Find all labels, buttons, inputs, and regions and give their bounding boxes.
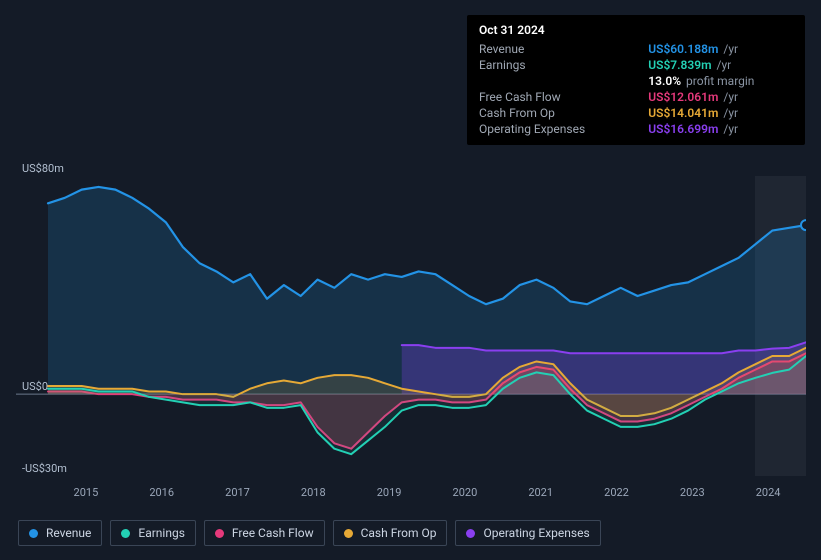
x-axis-tick: 2023 bbox=[680, 486, 705, 499]
x-axis-tick: 2020 bbox=[453, 486, 478, 499]
financial-chart: Oct 31 2024 RevenueUS$60.188m /yrEarning… bbox=[0, 0, 821, 560]
x-axis-tick: 2021 bbox=[528, 486, 553, 499]
tooltip-row-label bbox=[479, 73, 648, 89]
legend-item[interactable]: Earnings bbox=[110, 520, 196, 546]
tooltip-row-label: Revenue bbox=[479, 41, 648, 57]
tooltip-table: RevenueUS$60.188m /yrEarningsUS$7.839m /… bbox=[479, 41, 793, 137]
x-axis-tick: 2018 bbox=[301, 486, 326, 499]
hover-tooltip: Oct 31 2024 RevenueUS$60.188m /yrEarning… bbox=[467, 15, 805, 145]
x-axis-tick: 2019 bbox=[377, 486, 402, 499]
legend-item[interactable]: Revenue bbox=[18, 520, 102, 546]
chart-plot[interactable] bbox=[16, 176, 806, 476]
chart-legend: Revenue Earnings Free Cash Flow Cash From O… bbox=[18, 520, 601, 546]
tooltip-row-value: US$12.061m /yr bbox=[648, 89, 793, 105]
legend-label: Revenue bbox=[46, 526, 91, 540]
x-axis-tick: 2017 bbox=[225, 486, 250, 499]
x-axis-tick: 2016 bbox=[149, 486, 174, 499]
legend-swatch bbox=[29, 529, 38, 538]
tooltip-date: Oct 31 2024 bbox=[479, 23, 793, 37]
tooltip-row-value: 13.0% profit margin bbox=[648, 73, 793, 89]
legend-swatch bbox=[344, 529, 353, 538]
legend-label: Free Cash Flow bbox=[232, 526, 314, 540]
legend-item[interactable]: Operating Expenses bbox=[455, 520, 600, 546]
tooltip-row-label: Free Cash Flow bbox=[479, 89, 648, 105]
tooltip-row-value: US$14.041m /yr bbox=[648, 105, 793, 121]
tooltip-row-value: US$16.699m /yr bbox=[648, 121, 793, 137]
x-axis-tick: 2024 bbox=[756, 486, 781, 499]
tooltip-row-value: US$60.188m /yr bbox=[648, 41, 793, 57]
legend-swatch bbox=[121, 529, 130, 538]
x-axis-tick: 2022 bbox=[604, 486, 629, 499]
chart-svg bbox=[16, 176, 806, 476]
legend-label: Earnings bbox=[138, 526, 185, 540]
tooltip-row-label: Operating Expenses bbox=[479, 121, 648, 137]
y-axis-tick: US$80m bbox=[22, 162, 64, 175]
legend-item[interactable]: Free Cash Flow bbox=[204, 520, 325, 546]
legend-label: Operating Expenses bbox=[483, 526, 589, 540]
legend-item[interactable]: Cash From Op bbox=[333, 520, 448, 546]
x-axis-tick: 2015 bbox=[74, 486, 99, 499]
tooltip-row-value: US$7.839m /yr bbox=[648, 57, 793, 73]
tooltip-row-label: Earnings bbox=[479, 57, 648, 73]
y-axis-tick: US$0 bbox=[22, 380, 48, 393]
legend-swatch bbox=[215, 529, 224, 538]
legend-label: Cash From Op bbox=[361, 526, 437, 540]
tooltip-row-label: Cash From Op bbox=[479, 105, 648, 121]
y-axis-tick: -US$30m bbox=[22, 462, 67, 475]
legend-swatch bbox=[466, 529, 475, 538]
